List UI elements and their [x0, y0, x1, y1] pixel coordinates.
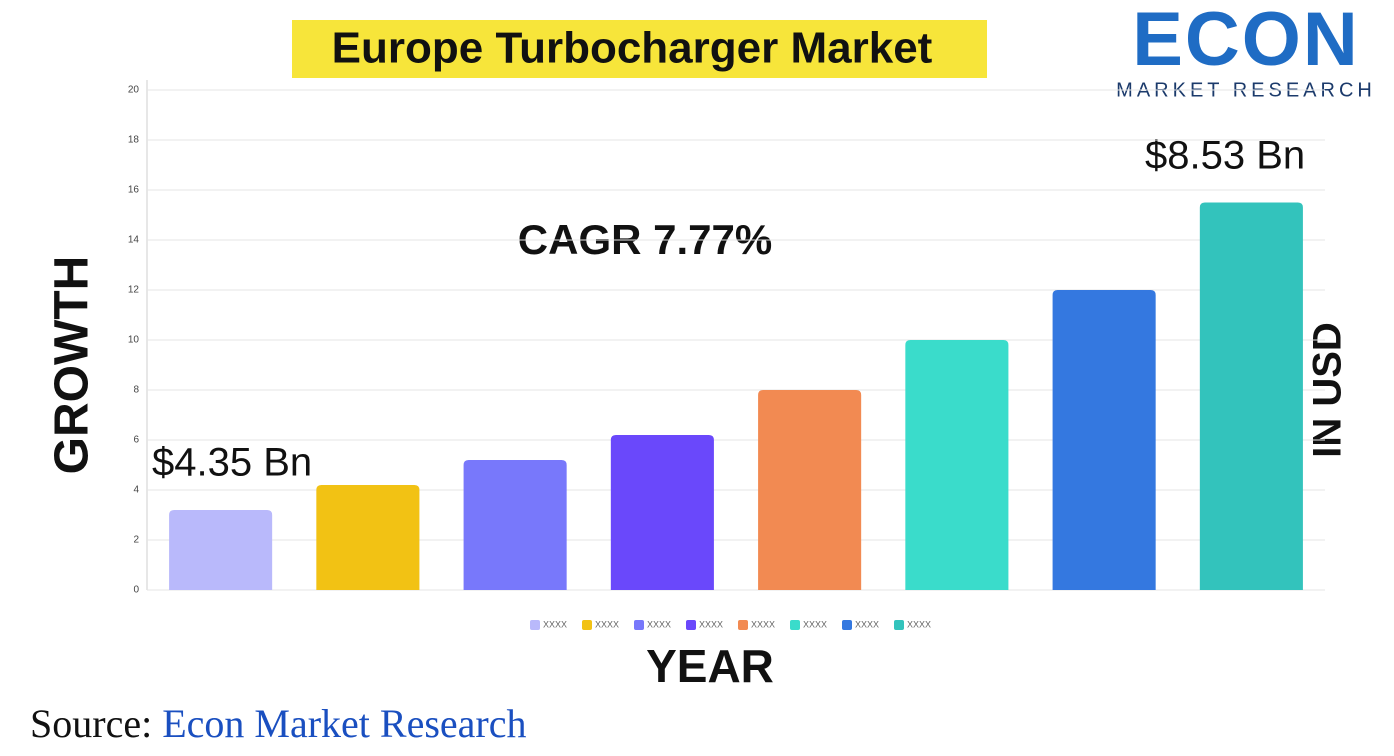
y-tick-label: 12 — [128, 285, 140, 296]
y-tick-label: 16 — [128, 185, 140, 196]
y-tick-label: 20 — [128, 85, 140, 96]
legend-label: XXXX — [543, 619, 567, 629]
legend-swatch — [842, 620, 852, 630]
source-name: Econ Market Research — [162, 701, 526, 746]
y-axis-label: GROWTH — [46, 256, 99, 475]
annotation: $4.35 Bn — [152, 441, 312, 485]
legend-swatch — [738, 620, 748, 630]
legend-label: XXXX — [751, 619, 775, 629]
bar — [463, 460, 567, 590]
y-tick-label: 2 — [133, 535, 139, 546]
bar — [758, 390, 862, 590]
y-tick-label: 10 — [128, 335, 140, 346]
x-axis-label: YEAR — [646, 640, 774, 692]
legend-swatch — [790, 620, 800, 630]
legend-label: XXXX — [647, 619, 671, 629]
legend-label: XXXX — [907, 619, 931, 629]
legend-label: XXXX — [595, 619, 619, 629]
source: Source: Econ Market Research — [30, 701, 526, 746]
legend-label: XXXX — [803, 619, 827, 629]
bar — [169, 510, 273, 590]
legend-swatch — [582, 620, 592, 630]
bar — [1052, 290, 1156, 590]
title-highlight — [292, 20, 987, 78]
bar — [316, 485, 420, 590]
legend-label: XXXX — [699, 619, 723, 629]
bar — [1199, 202, 1303, 590]
legend-swatch — [686, 620, 696, 630]
bar — [610, 435, 714, 590]
source-label: Source: — [30, 701, 152, 746]
bar — [905, 340, 1009, 590]
logo-name: ECON — [1132, 0, 1360, 82]
chart-title: Europe Turbocharger Market — [332, 24, 933, 73]
y-tick-label: 14 — [128, 235, 140, 246]
annotation: $8.53 Bn — [1145, 134, 1305, 178]
y-tick-label: 4 — [133, 485, 139, 496]
legend-swatch — [894, 620, 904, 630]
y-tick-label: 0 — [133, 585, 139, 596]
y-tick-label: 8 — [133, 385, 139, 396]
y-tick-label: 18 — [128, 135, 140, 146]
legend-swatch — [634, 620, 644, 630]
legend-swatch — [530, 620, 540, 630]
y-tick-label: 6 — [133, 435, 139, 446]
legend-label: XXXX — [855, 619, 879, 629]
